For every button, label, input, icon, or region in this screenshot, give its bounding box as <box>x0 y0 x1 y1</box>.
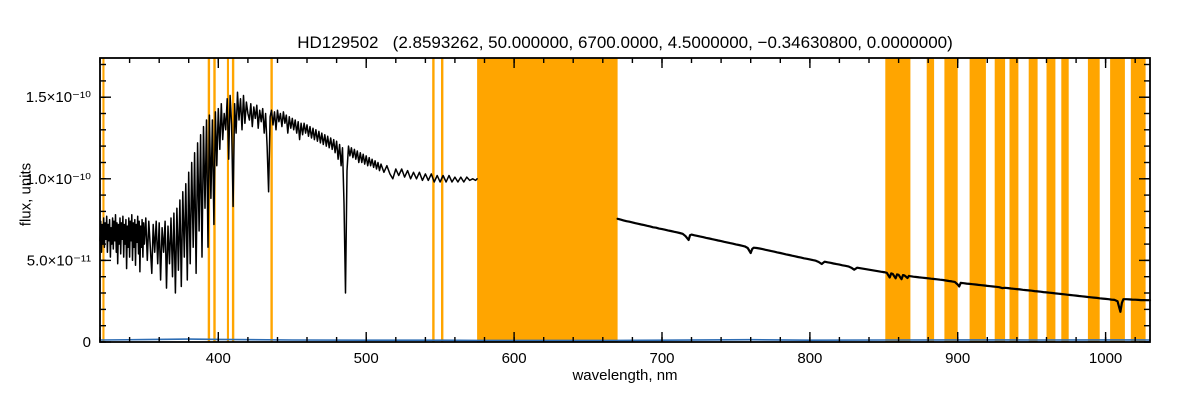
masked-region <box>1009 58 1019 342</box>
y-tick-label: 5.0×10⁻¹¹ <box>27 252 91 269</box>
masked-region <box>885 58 911 342</box>
masked-region <box>432 58 435 342</box>
y-tick-label: 1.0×10⁻¹⁰ <box>26 171 91 188</box>
masked-region <box>1110 58 1125 342</box>
x-tick-label: 500 <box>354 350 379 367</box>
x-tick-label: 1000 <box>1089 350 1122 367</box>
masked-region <box>969 58 986 342</box>
stellar-spectrum-nir-segment <box>882 271 1152 313</box>
masked-region <box>102 58 105 342</box>
plot-frame <box>99 57 1151 343</box>
error-spectrum <box>99 338 1151 342</box>
stellar-spectrum-red-segment <box>616 217 885 274</box>
masked-region <box>441 58 444 342</box>
stellar-spectrum-blue-segment <box>99 91 478 294</box>
masked-region <box>477 58 618 342</box>
masked-region <box>944 58 958 342</box>
masked-region <box>1087 58 1100 342</box>
x-tick-label: 900 <box>945 350 970 367</box>
y-tick-label: 1.5×10⁻¹⁰ <box>26 89 91 106</box>
y-axis-label: flux, units <box>17 162 35 227</box>
masked-region <box>1130 58 1146 342</box>
masked-region <box>270 58 273 342</box>
masked-region <box>926 58 935 342</box>
masked-region <box>994 58 1006 342</box>
y-tick-label: 0 <box>83 334 91 351</box>
masked-region <box>1046 58 1056 342</box>
x-axis-label: wavelength, nm <box>572 367 678 384</box>
masked-region <box>226 58 229 342</box>
x-tick-label: 400 <box>206 350 231 367</box>
x-tick-label: 800 <box>797 350 822 367</box>
chart-title: HD129502 (2.8593262, 50.000000, 6700.000… <box>297 33 953 52</box>
masked-region <box>1061 58 1069 342</box>
masked-region <box>1028 58 1038 342</box>
x-tick-label: 600 <box>502 350 527 367</box>
x-tick-label: 700 <box>649 350 674 367</box>
